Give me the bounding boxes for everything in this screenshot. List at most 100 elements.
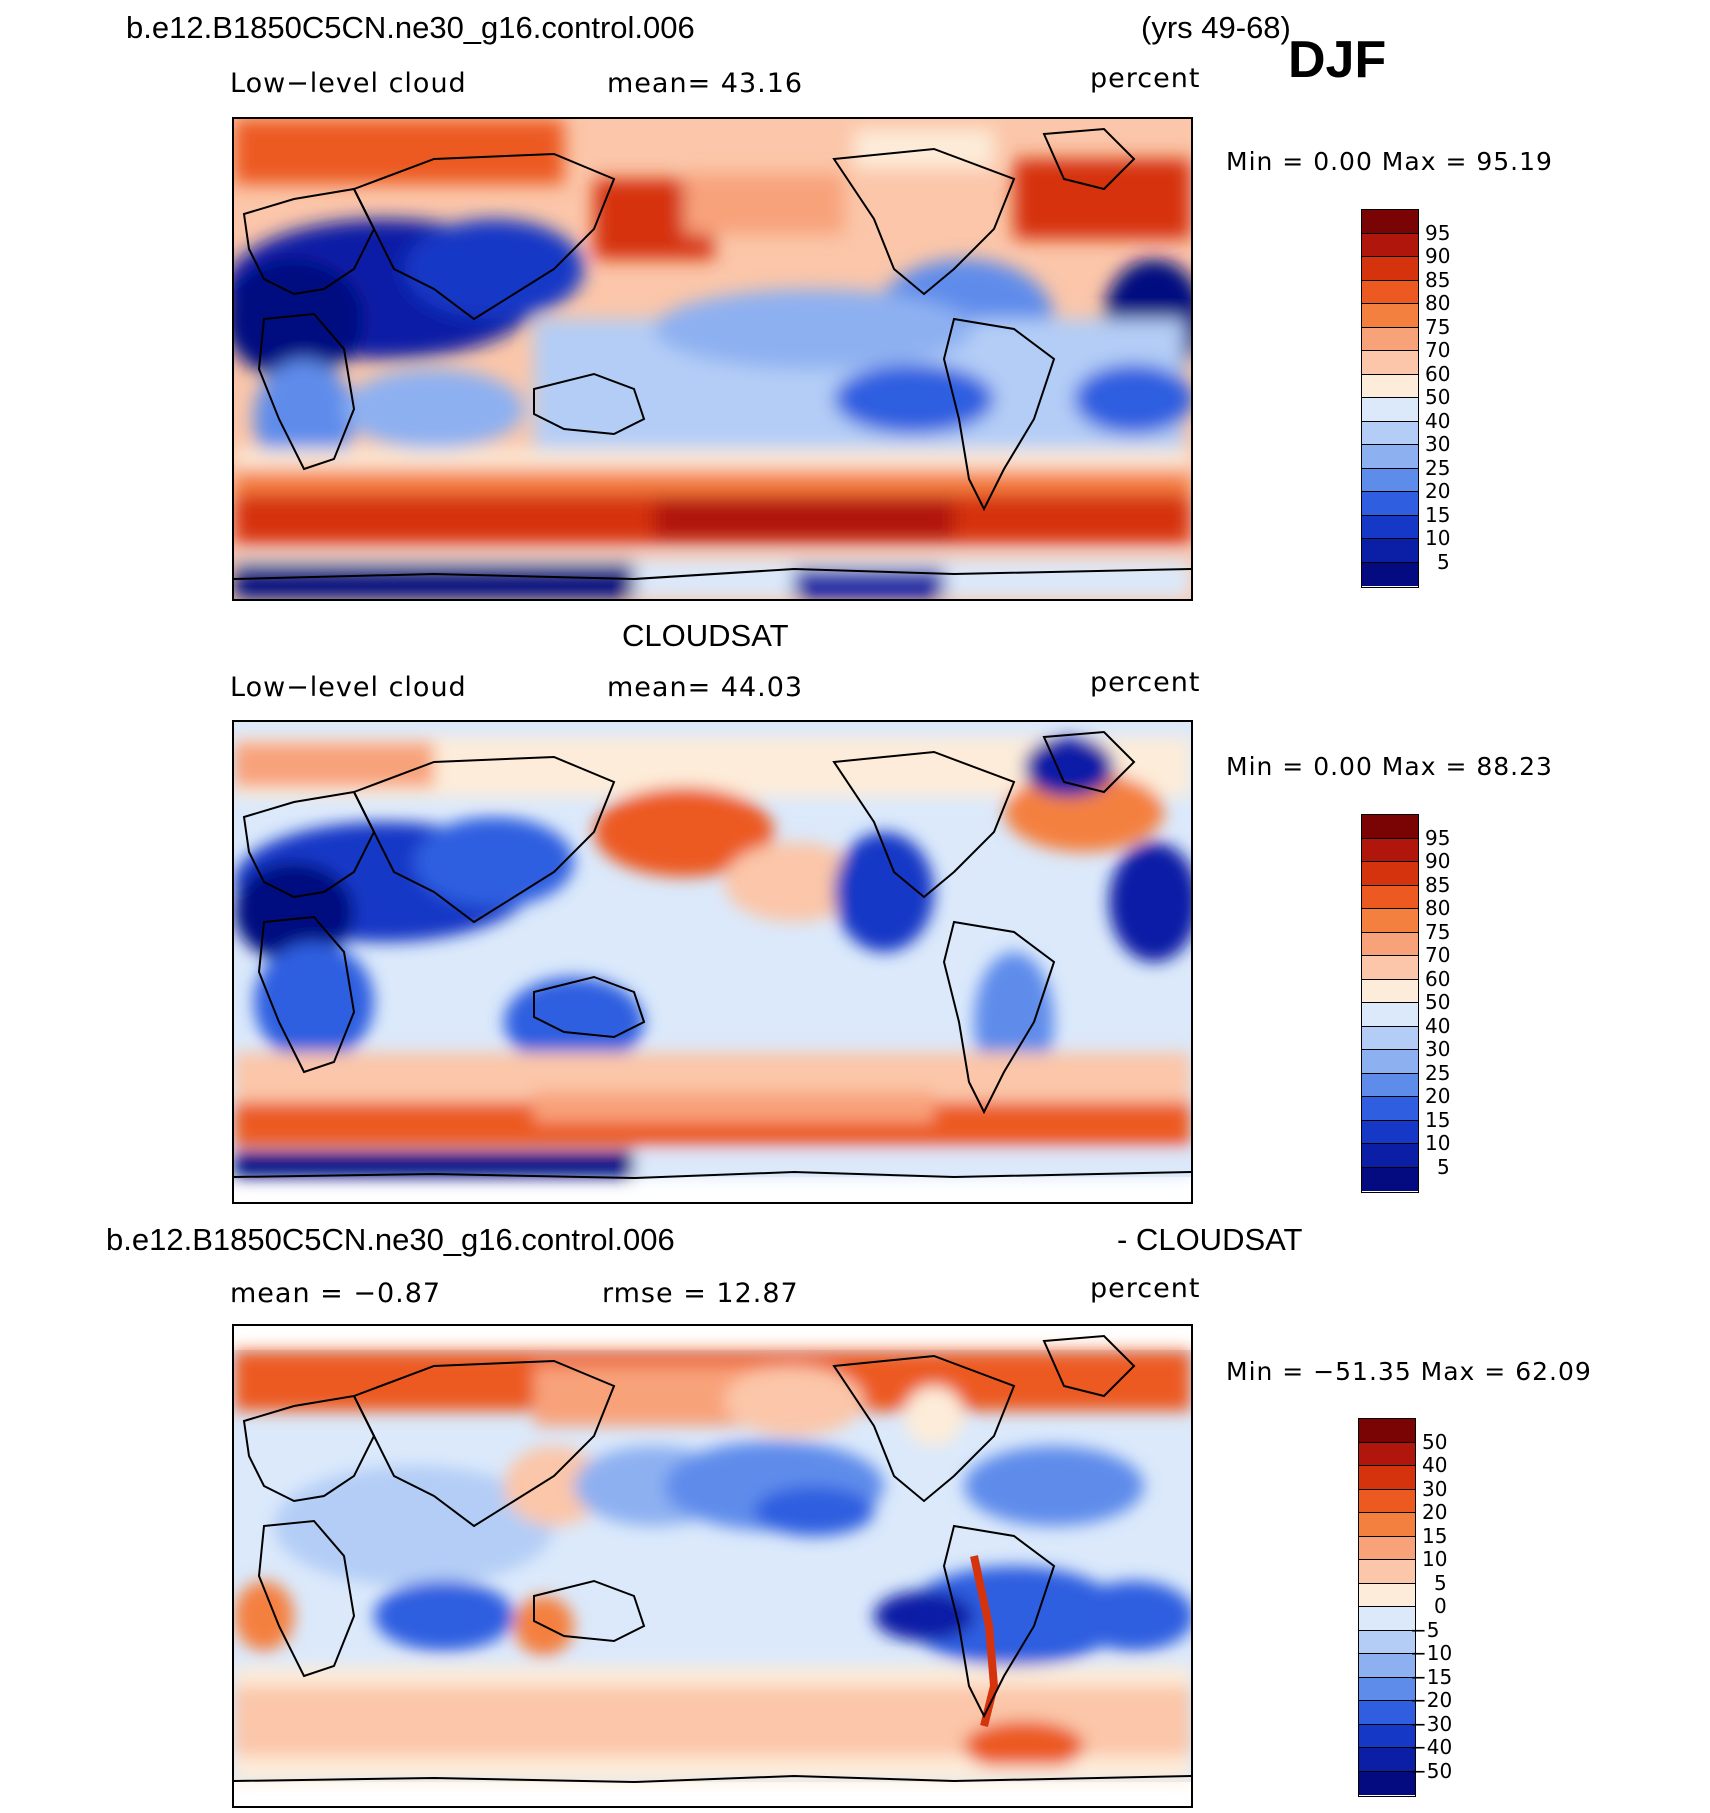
colorbar-tick-label: 10 bbox=[1425, 1131, 1451, 1155]
colorbar-tick-label: 20 bbox=[1425, 479, 1451, 503]
colorbar-tick-label: 15 bbox=[1425, 502, 1451, 527]
colorbar-segment bbox=[1362, 233, 1418, 257]
case-title: b.e12.B1850C5CN.ne30_g16.control.006 bbox=[126, 10, 695, 45]
colorbar-segment bbox=[1362, 515, 1418, 539]
colorbar-tick-label: 95 bbox=[1425, 825, 1451, 850]
panel3-title-left: b.e12.B1850C5CN.ne30_g16.control.006 bbox=[106, 1222, 675, 1257]
colorbar-segment bbox=[1359, 1607, 1415, 1631]
colorbar-segment bbox=[1362, 445, 1418, 469]
colorbar-tick-label: 90 bbox=[1425, 244, 1451, 268]
season-label: DJF bbox=[1288, 31, 1387, 89]
panel3-min-max: Min = −51.35 Max = 62.09 bbox=[1226, 1357, 1592, 1386]
colorbar-segment bbox=[1362, 539, 1418, 563]
colorbar-tick-label: 50 bbox=[1425, 385, 1451, 409]
colorbar-segment bbox=[1362, 1167, 1418, 1191]
colorbar-tick-label: 85 bbox=[1425, 872, 1451, 897]
colorbar-tick-label: 95 bbox=[1425, 220, 1451, 245]
colorbar-segment bbox=[1359, 1677, 1415, 1701]
colorbar-segment bbox=[1362, 1097, 1418, 1121]
colorbar-segment bbox=[1362, 468, 1418, 492]
colorbar-tick-label: 60 bbox=[1425, 361, 1451, 386]
colorbar-segment bbox=[1362, 351, 1418, 375]
colorbar-segment bbox=[1362, 280, 1418, 304]
colorbar-segment bbox=[1362, 398, 1418, 422]
colorbar-segment bbox=[1359, 1630, 1415, 1654]
colorbar-tick-label: 15 bbox=[1422, 1523, 1448, 1548]
colorbar-segment bbox=[1362, 421, 1418, 445]
colorbar-segment bbox=[1362, 1003, 1418, 1027]
colorbar-tick-label: −20 bbox=[1410, 1688, 1453, 1712]
colorbar-tick-label: 20 bbox=[1422, 1500, 1448, 1524]
colorbar-tick-label: 5 bbox=[1434, 1570, 1447, 1595]
colorbar-tick-label: −30 bbox=[1410, 1711, 1453, 1736]
colorbar-segment bbox=[1359, 1536, 1415, 1560]
colorbar-tick-label: 30 bbox=[1422, 1476, 1448, 1501]
colorbar-tick-label: 5 bbox=[1437, 549, 1450, 574]
colorbar-tick-label: 25 bbox=[1425, 1060, 1451, 1085]
panel1-field-label: Low−level cloud bbox=[230, 68, 467, 99]
panel3-units: percent bbox=[1090, 1273, 1201, 1304]
colorbar-tick-label: 40 bbox=[1422, 1453, 1448, 1477]
colorbar-tick-label: −15 bbox=[1410, 1664, 1453, 1689]
colorbar-segment bbox=[1359, 1513, 1415, 1537]
colorbar-tick-label: 80 bbox=[1425, 291, 1451, 315]
colorbar-segment bbox=[1359, 1701, 1415, 1725]
colorbar-segment bbox=[1359, 1748, 1415, 1772]
panel2-title: CLOUDSAT bbox=[622, 618, 789, 653]
colorbar-segment bbox=[1362, 374, 1418, 398]
colorbar-segment bbox=[1362, 562, 1418, 586]
colorbar-tick-label: 75 bbox=[1425, 919, 1451, 944]
colorbar-segment bbox=[1359, 1583, 1415, 1607]
colorbar-segment bbox=[1362, 304, 1418, 328]
colorbar-segment bbox=[1362, 815, 1418, 839]
colorbar-tick-label: −5 bbox=[1410, 1617, 1440, 1642]
colorbar-tick-label: −10 bbox=[1410, 1641, 1453, 1665]
colorbar-segment bbox=[1362, 838, 1418, 862]
colorbar-segment bbox=[1359, 1466, 1415, 1490]
colorbar-segment bbox=[1359, 1560, 1415, 1584]
colorbar-segment bbox=[1362, 210, 1418, 234]
colorbar-segment bbox=[1359, 1489, 1415, 1513]
colorbar-segment bbox=[1359, 1442, 1415, 1466]
colorbar-segment bbox=[1359, 1724, 1415, 1748]
colorbar-tick-label: 85 bbox=[1425, 267, 1451, 292]
panel3-colorbar bbox=[1358, 1418, 1416, 1797]
colorbar-tick-label: 80 bbox=[1425, 896, 1451, 920]
colorbar-segment bbox=[1362, 979, 1418, 1003]
colorbar-segment bbox=[1362, 1120, 1418, 1144]
colorbar-tick-label: 30 bbox=[1425, 432, 1451, 456]
colorbar-segment bbox=[1362, 909, 1418, 933]
colorbar-tick-label: 40 bbox=[1425, 408, 1451, 433]
colorbar-segment bbox=[1359, 1771, 1415, 1795]
colorbar-tick-label: 40 bbox=[1425, 1013, 1451, 1038]
colorbar-tick-label: −40 bbox=[1410, 1735, 1453, 1759]
difference-cloud-map bbox=[232, 1324, 1193, 1808]
colorbar-segment bbox=[1362, 257, 1418, 281]
model-cloud-map bbox=[232, 117, 1193, 601]
colorbar-tick-label: 5 bbox=[1437, 1154, 1450, 1179]
panel1-min-max: Min = 0.00 Max = 95.19 bbox=[1226, 147, 1553, 176]
colorbar-tick-label: 50 bbox=[1425, 990, 1451, 1014]
cloudsat-cloud-map bbox=[232, 720, 1193, 1204]
panel2-units: percent bbox=[1090, 667, 1201, 698]
colorbar-segment bbox=[1362, 932, 1418, 956]
colorbar-tick-label: −50 bbox=[1410, 1758, 1453, 1783]
panel1-colorbar bbox=[1361, 209, 1419, 588]
colorbar-segment bbox=[1362, 862, 1418, 886]
panel1-mean: mean= 43.16 bbox=[607, 68, 804, 99]
colorbar-segment bbox=[1362, 1144, 1418, 1168]
colorbar-tick-label: 60 bbox=[1425, 966, 1451, 991]
panel3-rmse: rmse = 12.87 bbox=[602, 1278, 799, 1309]
panel2-mean: mean= 44.03 bbox=[607, 672, 804, 703]
colorbar-segment bbox=[1362, 327, 1418, 351]
colorbar-tick-label: 15 bbox=[1425, 1107, 1451, 1132]
panel1-units: percent bbox=[1090, 63, 1201, 94]
colorbar-segment bbox=[1359, 1654, 1415, 1678]
colorbar-tick-label: 70 bbox=[1425, 338, 1451, 362]
colorbar-tick-label: 70 bbox=[1425, 943, 1451, 967]
panel2-field-label: Low−level cloud bbox=[230, 672, 467, 703]
colorbar-tick-label: 30 bbox=[1425, 1037, 1451, 1061]
panel2-colorbar bbox=[1361, 814, 1419, 1193]
panel3-mean: mean = −0.87 bbox=[230, 1278, 442, 1309]
colorbar-segment bbox=[1362, 1073, 1418, 1097]
